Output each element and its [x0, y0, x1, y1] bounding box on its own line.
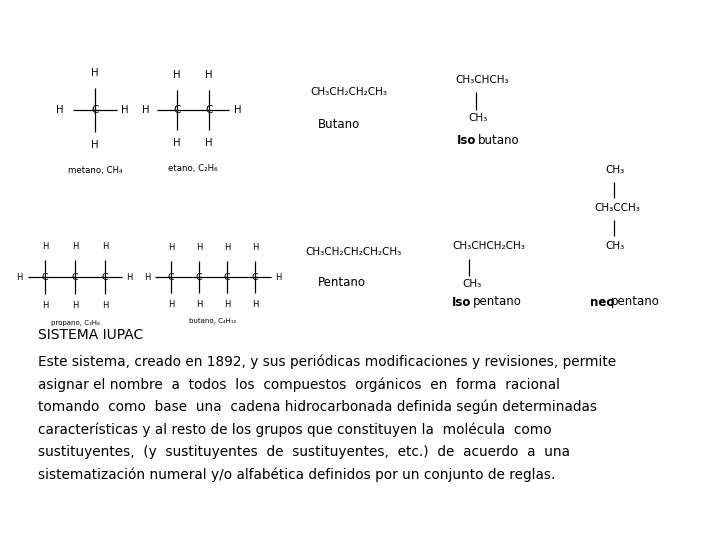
Text: H: H: [196, 243, 202, 252]
Text: CH₃CCH₃: CH₃CCH₃: [594, 203, 640, 213]
Text: H: H: [224, 300, 230, 309]
Text: Pentano: Pentano: [318, 275, 366, 288]
Text: H: H: [196, 300, 202, 309]
Text: H: H: [102, 301, 108, 310]
Text: CH₃CHCH₃: CH₃CHCH₃: [455, 75, 508, 85]
Text: C: C: [72, 273, 78, 281]
Text: sustituyentes,  (y  sustituyentes  de  sustituyentes,  etc.)  de  acuerdo  a  un: sustituyentes, (y sustituyentes de susti…: [38, 445, 570, 459]
Text: metano, CH₄: metano, CH₄: [68, 165, 122, 174]
Text: H: H: [42, 242, 48, 251]
Text: C: C: [252, 273, 258, 281]
Text: H: H: [91, 68, 99, 78]
Text: H: H: [42, 301, 48, 310]
Text: C: C: [174, 105, 181, 115]
Text: C: C: [91, 105, 99, 115]
Text: CH₃CH₂CH₂CH₂CH₃: CH₃CH₂CH₂CH₂CH₃: [305, 247, 401, 257]
Text: asignar el nombre  a  todos  los  compuestos  orgánicos  en  forma  racional: asignar el nombre a todos los compuestos…: [38, 377, 560, 392]
Text: H: H: [121, 105, 129, 115]
Text: SISTEMA IUPAC: SISTEMA IUPAC: [38, 328, 143, 342]
Text: Iso: Iso: [457, 133, 477, 146]
Text: H: H: [102, 242, 108, 251]
Text: sistematización numeral y/o alfabética definidos por un conjunto de reglas.: sistematización numeral y/o alfabética d…: [38, 467, 555, 482]
Text: CH₃: CH₃: [462, 279, 481, 289]
Text: H: H: [72, 242, 78, 251]
Text: Este sistema, creado en 1892, y sus periódicas modificaciones y revisiones, perm: Este sistema, creado en 1892, y sus peri…: [38, 355, 616, 369]
Text: C: C: [168, 273, 174, 281]
Text: neo: neo: [590, 295, 614, 308]
Text: etano, C₂H₆: etano, C₂H₆: [168, 164, 217, 172]
Text: H: H: [205, 70, 212, 80]
Text: características y al resto de los grupos que constituyen la  molécula  como: características y al resto de los grupos…: [38, 422, 552, 437]
Text: pentano: pentano: [473, 295, 522, 308]
Text: Butano: Butano: [318, 118, 360, 132]
Text: propano, C₃H₈: propano, C₃H₈: [50, 320, 99, 326]
Text: H: H: [16, 273, 22, 281]
Text: H: H: [126, 273, 132, 281]
Text: C: C: [205, 105, 212, 115]
Text: H: H: [205, 138, 212, 148]
Text: H: H: [91, 140, 99, 150]
Text: H: H: [174, 70, 181, 80]
Text: C: C: [196, 273, 202, 281]
Text: CH₃: CH₃: [605, 241, 624, 251]
Text: CH₃: CH₃: [605, 165, 624, 175]
Text: H: H: [252, 243, 258, 252]
Text: H: H: [224, 243, 230, 252]
Text: H: H: [234, 105, 242, 115]
Text: CH₃CH₂CH₂CH₃: CH₃CH₂CH₂CH₃: [310, 87, 387, 97]
Text: CH₃: CH₃: [468, 113, 487, 123]
Text: C: C: [224, 273, 230, 281]
Text: H: H: [275, 273, 282, 281]
Text: C: C: [42, 273, 48, 281]
Text: CH₃CHCH₂CH₃: CH₃CHCH₂CH₃: [452, 241, 525, 251]
Text: butano, C₄H₁₀: butano, C₄H₁₀: [189, 318, 237, 324]
Text: H: H: [143, 105, 150, 115]
Text: H: H: [144, 273, 150, 281]
Text: pentano: pentano: [611, 295, 660, 308]
Text: tomando  como  base  una  cadena hidrocarbonada definida según determinadas: tomando como base una cadena hidrocarbon…: [38, 400, 597, 414]
Text: H: H: [72, 301, 78, 310]
Text: C: C: [102, 273, 108, 281]
Text: butano: butano: [478, 133, 520, 146]
Text: H: H: [174, 138, 181, 148]
Text: H: H: [252, 300, 258, 309]
Text: H: H: [168, 243, 174, 252]
Text: H: H: [56, 105, 64, 115]
Text: Iso: Iso: [452, 295, 472, 308]
Text: H: H: [168, 300, 174, 309]
